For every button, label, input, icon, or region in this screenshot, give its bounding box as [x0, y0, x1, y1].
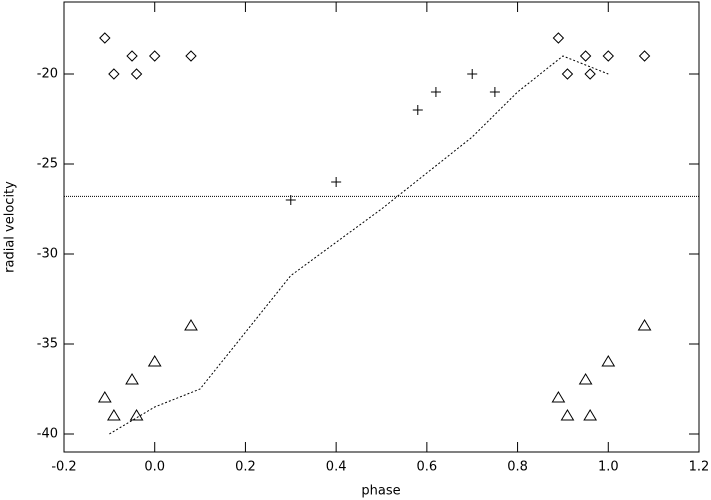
triangle-point — [107, 409, 121, 421]
diamond-point — [149, 50, 161, 62]
plus-point — [489, 87, 500, 97]
triangle-point — [551, 391, 566, 403]
x-tick-label: 0.2 — [235, 460, 256, 475]
y-tick-label: -25 — [37, 157, 58, 172]
triangle-point — [129, 409, 144, 421]
diamond-point — [130, 68, 143, 80]
plus-point — [430, 87, 441, 97]
triangle-point — [601, 355, 616, 367]
diamond-point — [99, 32, 111, 44]
plus-point — [331, 177, 342, 187]
diamond-point — [561, 68, 574, 80]
triangle-point — [184, 319, 198, 331]
y-tick-label: -35 — [37, 337, 58, 352]
diamond-point — [126, 50, 138, 62]
diamond-point — [579, 50, 592, 62]
x-tick-label: -0.2 — [51, 460, 76, 475]
y-axis-label: radial velocity — [3, 181, 18, 273]
diamond-point — [584, 68, 596, 80]
x-tick-label: 0.4 — [326, 460, 347, 475]
triangle-point — [147, 355, 162, 367]
diamond-point — [108, 68, 120, 80]
x-axis-label: phase — [361, 484, 400, 499]
x-tick-label: 1.2 — [689, 460, 710, 475]
y-tick-label: -20 — [37, 67, 58, 82]
x-tick-label: 1.0 — [598, 460, 619, 475]
diamond-point — [552, 32, 565, 44]
plus-point — [467, 69, 478, 79]
diamond-point — [602, 50, 614, 62]
triangle-point — [125, 373, 139, 385]
plot-frame — [63, 1, 700, 453]
y-tick-label: -40 — [37, 427, 58, 442]
x-tick-label: 0.8 — [507, 460, 528, 475]
y-tick-label: -30 — [37, 247, 58, 262]
plus-point — [412, 105, 423, 115]
diamond-point — [185, 50, 197, 62]
plus-point — [285, 195, 296, 205]
model-curve — [109, 55, 609, 435]
triangle-point — [578, 373, 593, 385]
triangle-point — [583, 409, 598, 421]
diamond-point — [638, 50, 651, 62]
triangle-point — [637, 319, 652, 331]
x-tick-label: 0.0 — [144, 460, 165, 475]
triangle-point — [560, 409, 575, 421]
x-tick-label: 0.6 — [417, 460, 438, 475]
triangle-point — [97, 391, 112, 403]
